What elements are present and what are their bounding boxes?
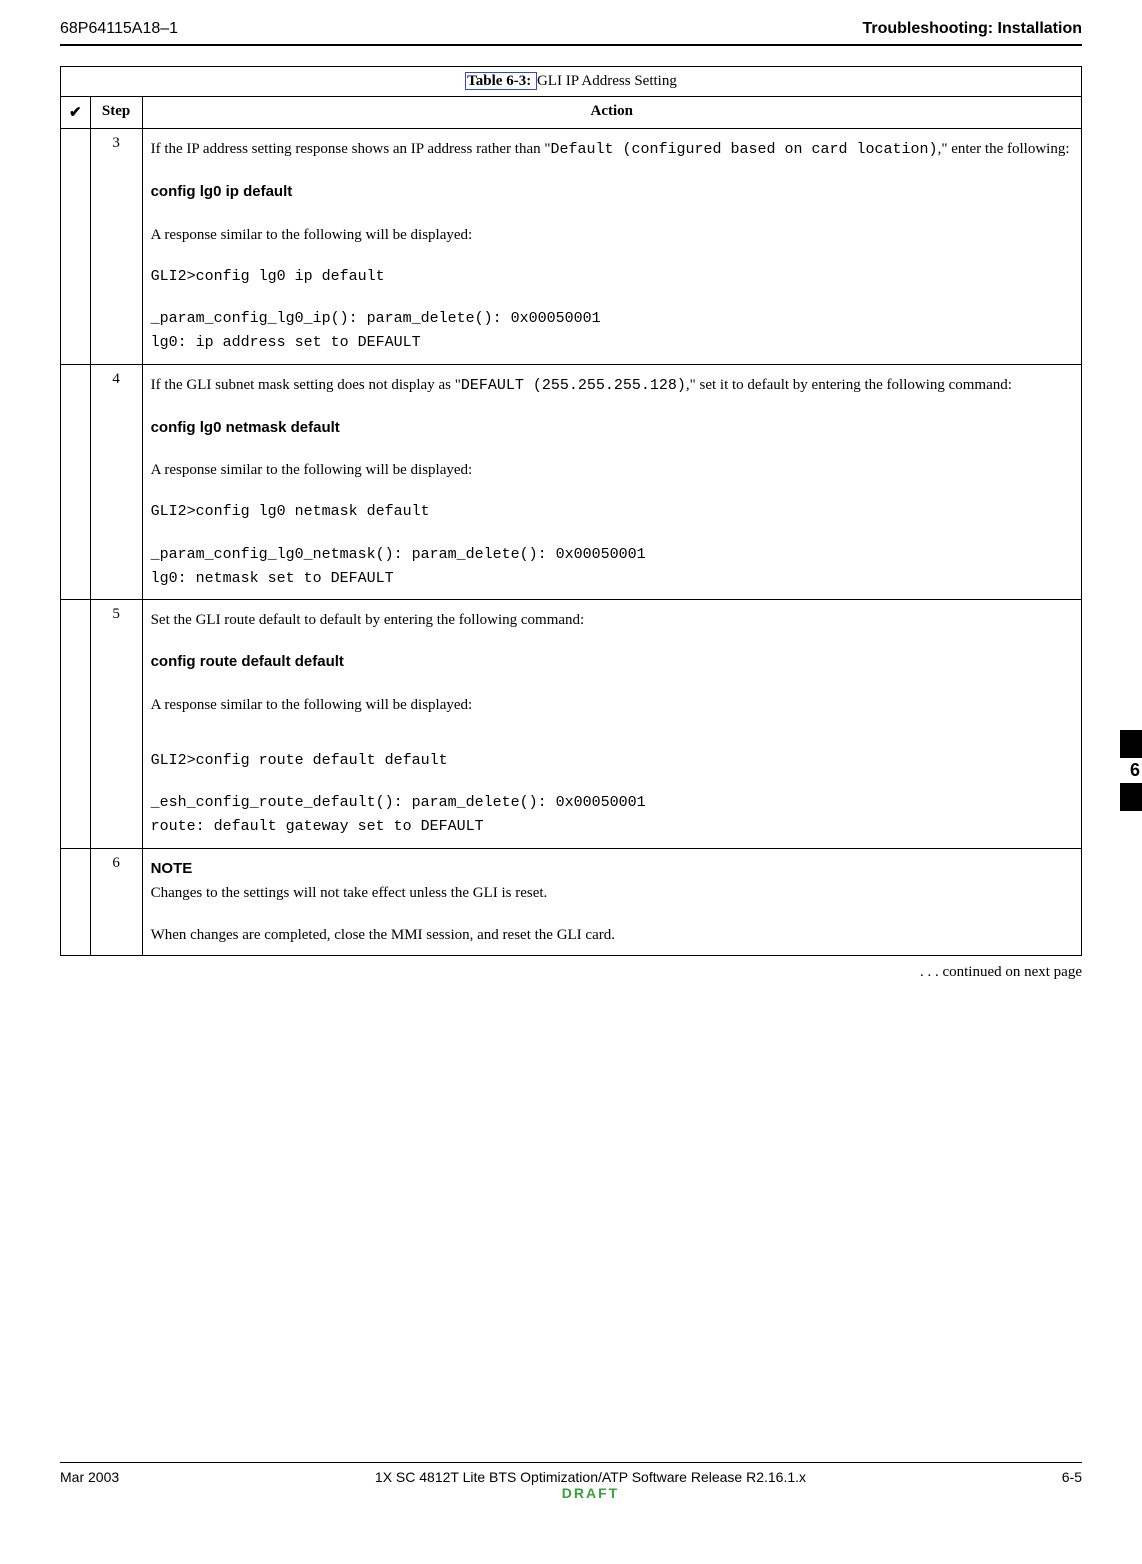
output-line: _esh_config_route_default(): param_delet… (151, 793, 1073, 813)
table-caption-row: Table 6-3: GLI IP Address Setting (61, 67, 1082, 97)
side-tab: 6 (1114, 730, 1142, 811)
table-header-row: ✔ Step Action (61, 97, 1082, 129)
table-row: 6 NOTE Changes to the settings will not … (61, 848, 1082, 956)
intro-text-a: If the IP address setting response shows… (151, 141, 551, 157)
intro-text-a: If the GLI subnet mask setting does not … (151, 377, 461, 393)
step-cell: 6 (90, 848, 142, 956)
page-footer: Mar 2003 1X SC 4812T Lite BTS Optimizati… (60, 1462, 1082, 1501)
intro-text: Set the GLI route default to default by … (151, 610, 1073, 630)
note-line: When changes are completed, close the MM… (151, 925, 1073, 945)
doc-id: 68P64115A18–1 (60, 20, 178, 38)
output-line: _param_config_lg0_ip(): param_delete(): … (151, 309, 1073, 329)
intro-text-b: ," set it to default by entering the fol… (686, 377, 1012, 393)
page-title: Troubleshooting: Installation (862, 20, 1082, 38)
output-line: GLI2>config lg0 ip default (151, 267, 1073, 287)
col-check: ✔ (61, 97, 91, 129)
output-line: GLI2>config lg0 netmask default (151, 502, 1073, 522)
footer-center-text: 1X SC 4812T Lite BTS Optimization/ATP So… (375, 1469, 806, 1485)
footer-draft: DRAFT (562, 1485, 619, 1501)
action-cell: If the GLI subnet mask setting does not … (142, 364, 1081, 600)
intro-text-b: ," enter the following: (938, 141, 1070, 157)
response-intro: A response similar to the following will… (151, 460, 1073, 480)
continued-text: . . . continued on next page (60, 964, 1082, 981)
col-step: Step (90, 97, 142, 129)
action-cell: NOTE Changes to the settings will not ta… (142, 848, 1081, 956)
command: config lg0 netmask default (151, 418, 1073, 438)
page-header: 68P64115A18–1 Troubleshooting: Installat… (60, 20, 1082, 46)
table-row: 4 If the GLI subnet mask setting does no… (61, 364, 1082, 600)
response-intro: A response similar to the following will… (151, 225, 1073, 245)
command: config lg0 ip default (151, 182, 1073, 202)
check-cell (61, 129, 91, 365)
intro-mono: DEFAULT (255.255.255.128) (461, 377, 686, 394)
response-intro: A response similar to the following will… (151, 695, 1073, 715)
step-cell: 3 (90, 129, 142, 365)
caption-text: GLI IP Address Setting (537, 73, 677, 89)
note-label: NOTE (151, 859, 1073, 879)
action-cell: If the IP address setting response shows… (142, 129, 1081, 365)
output-line: lg0: netmask set to DEFAULT (151, 569, 1073, 589)
gli-ip-table: Table 6-3: GLI IP Address Setting ✔ Step… (60, 66, 1082, 956)
footer-center: 1X SC 4812T Lite BTS Optimization/ATP So… (119, 1469, 1062, 1501)
output-line: GLI2>config route default default (151, 751, 1073, 771)
output-line: route: default gateway set to DEFAULT (151, 817, 1073, 837)
tab-number: 6 (1120, 758, 1142, 783)
col-action: Action (142, 97, 1081, 129)
check-cell (61, 848, 91, 956)
step-cell: 4 (90, 364, 142, 600)
table-row: 3 If the IP address setting response sho… (61, 129, 1082, 365)
caption-link-box: Table 6-3: (465, 72, 537, 90)
footer-right: 6-5 (1062, 1469, 1082, 1485)
output-line: lg0: ip address set to DEFAULT (151, 333, 1073, 353)
output-line: _param_config_lg0_netmask(): param_delet… (151, 545, 1073, 565)
caption-label: Table 6-3: (467, 73, 531, 89)
command: config route default default (151, 652, 1073, 672)
footer-left: Mar 2003 (60, 1469, 119, 1485)
tab-block-bottom (1120, 783, 1142, 811)
note-line: Changes to the settings will not take ef… (151, 883, 1073, 903)
table-row: 5 Set the GLI route default to default b… (61, 600, 1082, 849)
intro-mono: Default (configured based on card locati… (551, 141, 938, 158)
check-cell (61, 364, 91, 600)
step-cell: 5 (90, 600, 142, 849)
tab-block-top (1120, 730, 1142, 758)
action-cell: Set the GLI route default to default by … (142, 600, 1081, 849)
check-cell (61, 600, 91, 849)
